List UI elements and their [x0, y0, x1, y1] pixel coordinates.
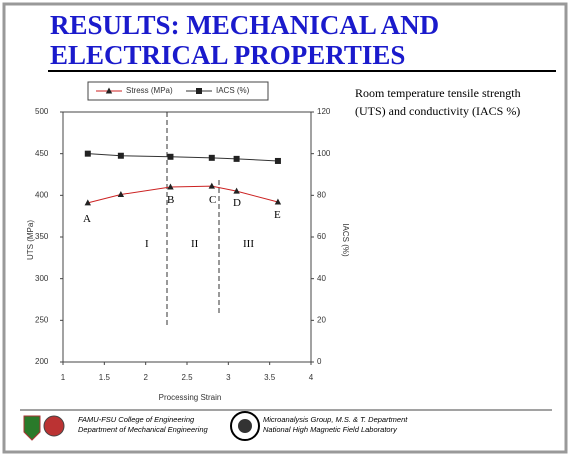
footer-text: Microanalysis Group, M.S. & T. Departmen… — [263, 415, 408, 424]
legend-label: Stress (MPa) — [126, 86, 173, 95]
logo-magnet-core — [238, 419, 252, 433]
y-tick-label: 450 — [35, 149, 49, 158]
series-line — [87, 153, 278, 162]
logo-left — [23, 415, 65, 441]
y2-tick-label: 100 — [317, 149, 331, 158]
series-line — [87, 185, 279, 204]
marker — [196, 88, 202, 94]
annotations: A B C D E I II III — [83, 194, 281, 250]
y-tick-label: 400 — [35, 190, 49, 199]
x-tick-label: 4 — [309, 373, 314, 382]
caption: (UTS) and conductivity (IACS %) — [355, 104, 520, 118]
logo-shield — [23, 415, 41, 441]
caption: Room temperature tensile strength — [355, 86, 521, 100]
annotation: A — [83, 213, 91, 225]
annotation: II — [191, 238, 199, 250]
x-tick-label: 1.5 — [99, 373, 111, 382]
y-tick-label: 500 — [35, 107, 49, 116]
marker — [167, 153, 174, 160]
marker — [208, 154, 215, 161]
marker — [208, 182, 215, 189]
marker — [117, 152, 124, 159]
y2-axis-label: IACS (%) — [341, 223, 350, 257]
legend-label: IACS (%) — [216, 86, 250, 95]
marker — [274, 198, 282, 205]
marker — [167, 183, 174, 190]
y-tick-label: 200 — [35, 357, 49, 366]
marker — [105, 87, 113, 94]
marker — [233, 155, 240, 162]
x-axis-label: Processing Strain — [159, 393, 222, 402]
slide-title: RESULTS: MECHANICAL AND — [50, 10, 439, 40]
marker — [117, 191, 125, 197]
x-tick-label: 2.5 — [181, 373, 193, 382]
y2-tick-label: 120 — [317, 107, 331, 116]
x-tick-label: 3.5 — [264, 373, 276, 382]
footer-text: Department of Mechanical Engineering — [78, 425, 208, 434]
marker — [84, 199, 91, 206]
y2-tick-label: 40 — [317, 274, 326, 283]
y-axis-label: UTS (MPa) — [26, 220, 35, 260]
y2-tick-label: 80 — [317, 190, 326, 199]
marker — [274, 157, 281, 164]
footer-text: FAMU-FSU College of Engineering — [78, 415, 195, 424]
x-tick-label: 3 — [226, 373, 231, 382]
y2-tick-label: 20 — [317, 315, 326, 324]
legend — [87, 81, 269, 101]
annotation: C — [209, 194, 216, 206]
annotation: D — [233, 197, 241, 209]
annotation: III — [243, 238, 254, 250]
x-tick-label: 1 — [61, 373, 66, 382]
annotation: I — [145, 238, 149, 250]
footer-text: National High Magnetic Field Laboratory — [263, 425, 398, 434]
marker — [233, 187, 240, 194]
logo-seal — [43, 415, 65, 437]
annotation: B — [167, 194, 174, 206]
x-tick-label: 2 — [143, 373, 148, 382]
annotation: E — [274, 209, 281, 221]
y-tick-label: 300 — [35, 274, 49, 283]
y-tick-label: 250 — [35, 315, 49, 324]
y-tick-label: 350 — [35, 232, 49, 241]
marker — [84, 150, 91, 157]
slide-title: ELECTRICAL PROPERTIES — [50, 40, 405, 70]
y2-tick-label: 0 — [317, 357, 322, 366]
y2-tick-label: 60 — [317, 232, 326, 241]
